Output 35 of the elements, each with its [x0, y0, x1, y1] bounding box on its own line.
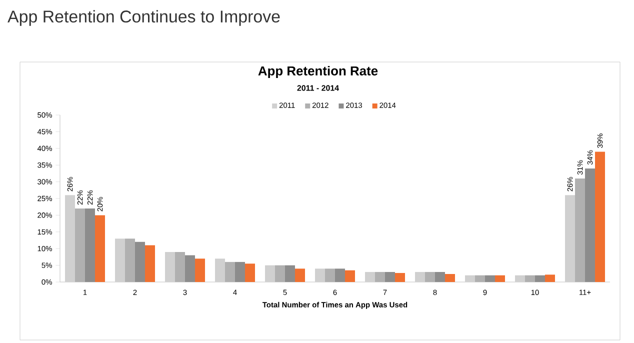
bar	[415, 272, 426, 282]
bar	[235, 262, 246, 282]
bar	[445, 274, 456, 282]
bar	[465, 275, 476, 282]
bar	[285, 265, 296, 282]
bar	[395, 272, 406, 282]
bar	[495, 275, 506, 282]
bar	[215, 258, 226, 282]
bar	[95, 215, 105, 282]
bar	[135, 242, 145, 282]
bar	[385, 272, 396, 282]
bar	[265, 265, 276, 282]
bar	[515, 275, 526, 282]
bar	[185, 255, 196, 282]
bar	[165, 252, 176, 282]
bar	[345, 270, 356, 282]
bar	[565, 195, 576, 282]
bar	[295, 268, 306, 282]
chart-subtitle: App Retention Rate	[258, 66, 378, 78]
bar	[485, 275, 496, 282]
bar	[335, 268, 346, 282]
bar	[365, 272, 376, 282]
bar	[245, 264, 256, 282]
bar	[315, 268, 326, 282]
bar	[115, 238, 125, 282]
bar	[145, 245, 156, 282]
bar	[195, 258, 206, 282]
bar	[585, 168, 596, 282]
bar	[535, 275, 546, 282]
chart-title: App Retention Continues to Improve	[8, 10, 280, 26]
bar	[85, 208, 95, 282]
bar	[595, 152, 606, 282]
bar	[435, 272, 446, 282]
bar	[545, 274, 556, 282]
bar	[65, 195, 75, 282]
